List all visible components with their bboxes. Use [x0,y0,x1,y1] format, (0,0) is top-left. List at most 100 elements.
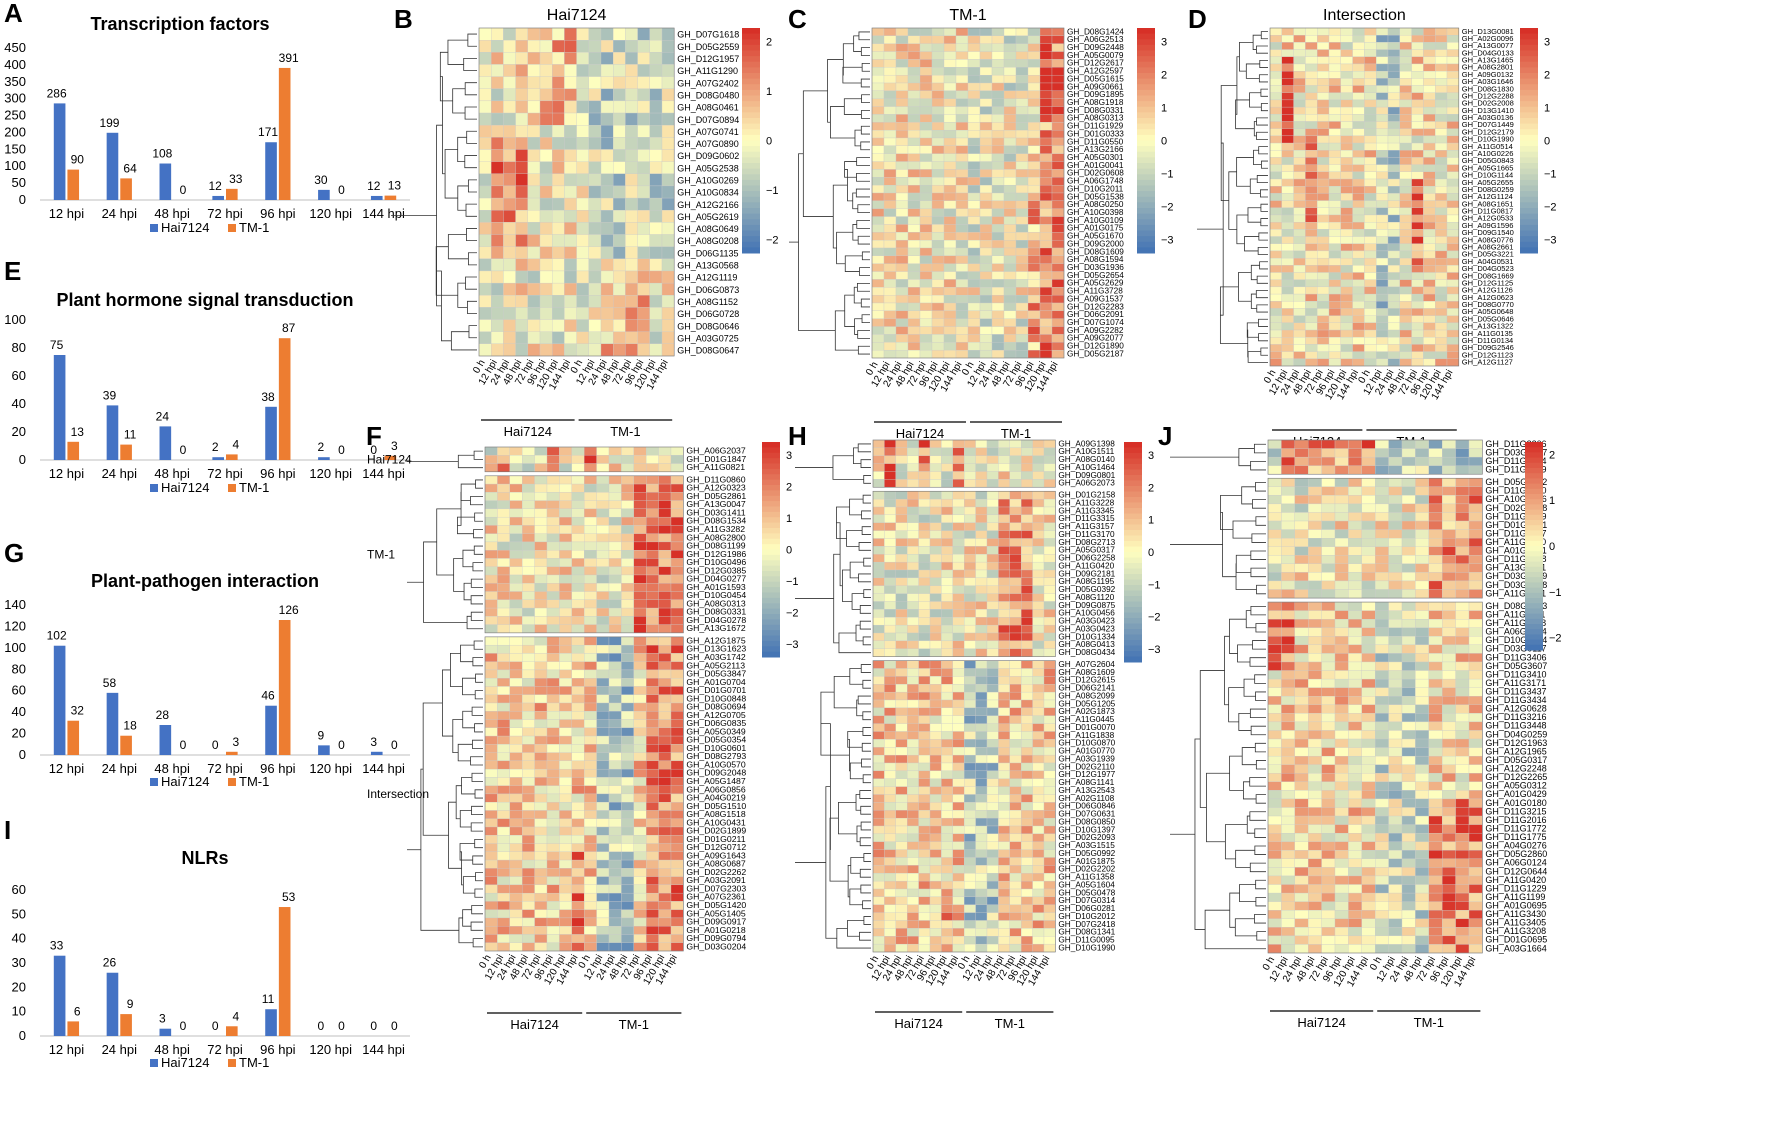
heatmap-cell [1294,100,1306,107]
heatmap-cell [1270,251,1282,258]
heatmap-cell [884,334,896,342]
heatmap-cell [932,240,944,248]
heatmap-cell [953,617,964,625]
heatmap-cell [896,499,907,507]
heatmap-cell [1052,91,1064,99]
heatmap-cell [479,283,491,295]
heatmap-cell [1341,244,1353,251]
heatmap-cell [1317,222,1329,229]
heatmap-cell [964,676,975,684]
heatmap-cell [873,755,884,763]
color-scale-step [1124,651,1142,657]
heatmap-cell [1004,162,1016,170]
heatmap-cell [584,877,596,885]
color-scale-step [1124,448,1142,454]
heatmap-cell [1375,466,1388,475]
heatmap-cell [1364,114,1376,121]
heatmap-cell [896,67,908,75]
heatmap-cell [1341,121,1353,128]
heatmap-cell [964,507,975,515]
heatmap-cell [896,479,907,487]
heatmap-cell [941,523,952,531]
heatmap-cell [516,344,528,356]
heatmap-cell [584,686,596,694]
heatmap-cell [662,40,674,52]
heatmap-cell [1400,186,1412,193]
heatmap-cell [976,649,987,657]
heatmap-cell [992,59,1004,67]
heatmap-cell [1329,172,1341,179]
heatmap-cell [621,761,633,769]
heatmap-cell [1282,273,1294,280]
heatmap-cell [597,678,609,686]
heatmap-cell [1388,121,1400,128]
heatmap-cell [884,755,895,763]
heatmap-cell [941,692,952,700]
dendrogram-branch [449,802,462,868]
heatmap-cell [873,771,884,779]
heatmap-cell [919,633,930,641]
heatmap-cell [1044,507,1055,515]
heatmap-cell [1317,265,1329,272]
heatmap-cell [609,645,621,653]
heatmap-cell [980,224,992,232]
heatmap-cell [572,777,584,785]
heatmap-cell [1282,251,1294,258]
heatmap-cell [1435,244,1447,251]
heatmap-cell [671,728,683,736]
heatmap-cell [662,307,674,319]
heatmap-cell [646,711,658,719]
heatmap-cell [1282,28,1294,35]
heatmap-cell [1329,93,1341,100]
heatmap-cell [930,905,941,913]
heatmap-cell [896,881,907,889]
heatmap-cell [485,558,497,566]
heatmap-cell [1270,157,1282,164]
heatmap-cell [998,818,1009,826]
heatmap-cell [528,77,540,89]
heatmap-cell [1329,100,1341,107]
heatmap-cell [1435,193,1447,200]
heatmap-cell [992,279,1004,287]
heatmap-cell [896,122,908,130]
heatmap-cell [896,905,907,913]
color-scale-step [742,197,760,203]
heatmap-cell [559,827,571,835]
heatmap-cell [1353,143,1365,150]
heatmap-cell [896,440,907,448]
heatmap-cell [1353,114,1365,121]
heatmap-cell [976,826,987,834]
heatmap-cell [980,272,992,280]
heatmap-cell [597,509,609,517]
heatmap-cell [998,641,1009,649]
heatmap-cell [1282,71,1294,78]
heatmap-cell [497,678,509,686]
heatmap-cell [659,542,671,550]
heatmap-cell [621,678,633,686]
heatmap-cell [659,600,671,608]
heatmap-cell [1388,136,1400,143]
heatmap-cell [1044,913,1055,921]
heatmap-cell [1305,107,1317,114]
heatmap-cell [1021,472,1032,480]
heatmap-cell [1341,337,1353,344]
dendrogram-branch [1260,262,1268,269]
color-scale-step [1137,180,1155,186]
heatmap-cell [1412,229,1424,236]
heatmap-cell [1052,272,1064,280]
heatmap-cell [1033,539,1044,547]
heatmap-cell [609,794,621,802]
heatmap-cell [584,637,596,645]
heatmap-cell [559,943,571,951]
heatmap-cell [873,850,884,858]
heatmap-cell [1376,201,1388,208]
heatmap-cell [597,492,609,500]
heatmap-cell [873,570,884,578]
heatmap-cell [907,472,918,480]
heatmap-cell [1010,562,1021,570]
heatmap-cell [535,703,547,711]
heatmap-cell [1435,344,1447,351]
heatmap-cell [1294,330,1306,337]
heatmap-cell [621,736,633,744]
heatmap-cell [968,264,980,272]
